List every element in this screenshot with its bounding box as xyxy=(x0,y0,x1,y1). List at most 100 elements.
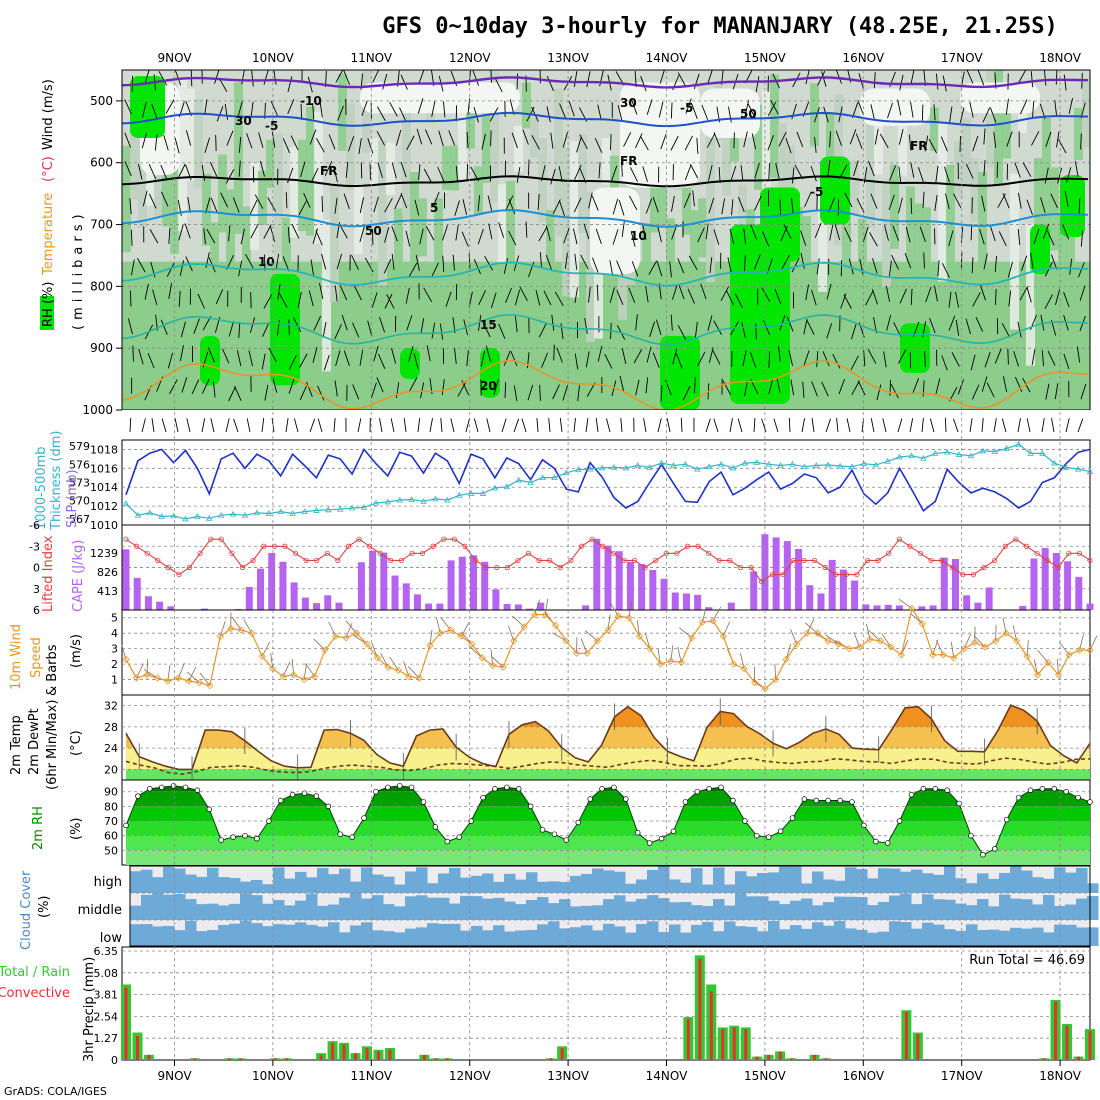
thickness-marker xyxy=(134,511,142,518)
cloud-bar xyxy=(537,881,549,893)
wind-barb xyxy=(160,319,168,335)
cape-bar xyxy=(963,595,971,610)
wind-barb xyxy=(149,193,157,209)
wind-barb xyxy=(691,103,698,119)
wind-barb xyxy=(730,165,737,182)
temp2m-unit-label: (°C) xyxy=(69,730,84,756)
wind-barb xyxy=(580,254,589,270)
cloud-bar xyxy=(768,900,780,920)
cape-bar xyxy=(167,606,175,610)
rh-marker xyxy=(135,793,141,799)
li-marker xyxy=(928,557,934,564)
wind-barb xyxy=(127,318,133,335)
li-marker xyxy=(748,564,754,571)
wind10-barb xyxy=(231,616,242,631)
wind-barb xyxy=(454,347,457,364)
li-marker xyxy=(610,550,616,556)
rh-marker xyxy=(575,819,581,826)
wind-barb xyxy=(1044,167,1049,184)
cloud-bar xyxy=(394,932,406,946)
wind-barb xyxy=(779,199,782,216)
wind-barb xyxy=(307,76,313,93)
wind-barb xyxy=(682,385,691,401)
wind10-marker xyxy=(855,643,864,651)
rh-cell xyxy=(1026,223,1035,366)
li-marker xyxy=(970,571,977,578)
wind10-marker xyxy=(499,663,507,671)
wind-barb xyxy=(425,225,435,241)
precip-conv-bar xyxy=(549,1058,553,1060)
precip-conv-bar xyxy=(365,1047,369,1060)
wind-barb xyxy=(232,197,240,213)
surface-wind-barb xyxy=(201,418,206,433)
wind-barb xyxy=(994,256,998,273)
cloud-bar xyxy=(350,925,362,946)
wind-barb xyxy=(367,138,374,154)
precip-conv-bar xyxy=(319,1054,323,1060)
wind-barb xyxy=(352,322,360,338)
wind-barb xyxy=(645,198,653,214)
wind-barb xyxy=(220,192,229,208)
wind10-barb xyxy=(143,669,158,679)
wind-barb xyxy=(707,315,713,331)
cape-bar xyxy=(593,538,601,610)
wind-barb xyxy=(935,165,939,182)
wind-barb xyxy=(163,134,169,151)
surface-wind-barb xyxy=(657,418,662,433)
wind-barb xyxy=(160,191,169,207)
li-marker xyxy=(547,557,553,564)
cloud-bar xyxy=(1021,899,1033,920)
wind-barb xyxy=(378,353,386,369)
thickness-marker xyxy=(265,510,272,516)
wind-barb xyxy=(371,292,378,308)
contour-label: 30 xyxy=(620,96,637,110)
li-marker xyxy=(1023,543,1030,549)
wind-barb xyxy=(849,129,857,145)
surface-wind-barb xyxy=(825,418,831,433)
wind10-marker xyxy=(614,612,623,620)
wind10-barb xyxy=(805,622,818,634)
thickness-marker xyxy=(717,460,725,467)
cape-tick-label: 1239 xyxy=(90,547,118,560)
li-marker xyxy=(451,536,457,542)
wind-barb xyxy=(443,101,446,118)
minmax-label: (6hr Min/Max) xyxy=(45,700,60,790)
cloud-bar xyxy=(493,897,505,920)
wind-barb xyxy=(158,71,168,86)
li-marker xyxy=(1055,564,1061,571)
wind10-marker xyxy=(1034,671,1042,679)
contour-5 xyxy=(122,209,1089,228)
rh2m-fill xyxy=(126,785,1090,865)
cape-bar xyxy=(806,585,814,610)
li-marker xyxy=(1034,550,1040,556)
wind10-marker xyxy=(813,629,822,637)
wind-barb xyxy=(989,225,996,242)
cloud-bar xyxy=(196,876,208,893)
thickness-marker xyxy=(801,463,808,470)
cloud-bar xyxy=(229,923,241,946)
wind-barb xyxy=(179,345,184,362)
wind-barb xyxy=(498,222,505,238)
wind-barb xyxy=(800,252,805,269)
temp2m-label: 2m Temp xyxy=(9,715,24,775)
wind10-marker xyxy=(195,679,203,687)
precip-conv-bar xyxy=(698,958,702,1060)
millibars-label: (millibars) xyxy=(71,209,86,330)
rh-cell xyxy=(578,134,587,233)
cape-bar xyxy=(257,568,265,610)
wind-barb xyxy=(300,103,303,120)
wind-barb xyxy=(313,315,322,331)
wind-barb xyxy=(696,137,699,154)
wind-barb xyxy=(154,134,158,151)
rh-marker xyxy=(599,786,605,792)
wind-barb xyxy=(1019,285,1029,301)
pressure-tick-label: 700 xyxy=(90,218,113,232)
li-marker xyxy=(589,536,595,542)
wind-barb xyxy=(948,230,954,247)
li-marker xyxy=(864,557,871,564)
li-marker xyxy=(833,571,839,578)
thickness-marker xyxy=(979,447,987,454)
cloud-bar xyxy=(702,884,714,893)
